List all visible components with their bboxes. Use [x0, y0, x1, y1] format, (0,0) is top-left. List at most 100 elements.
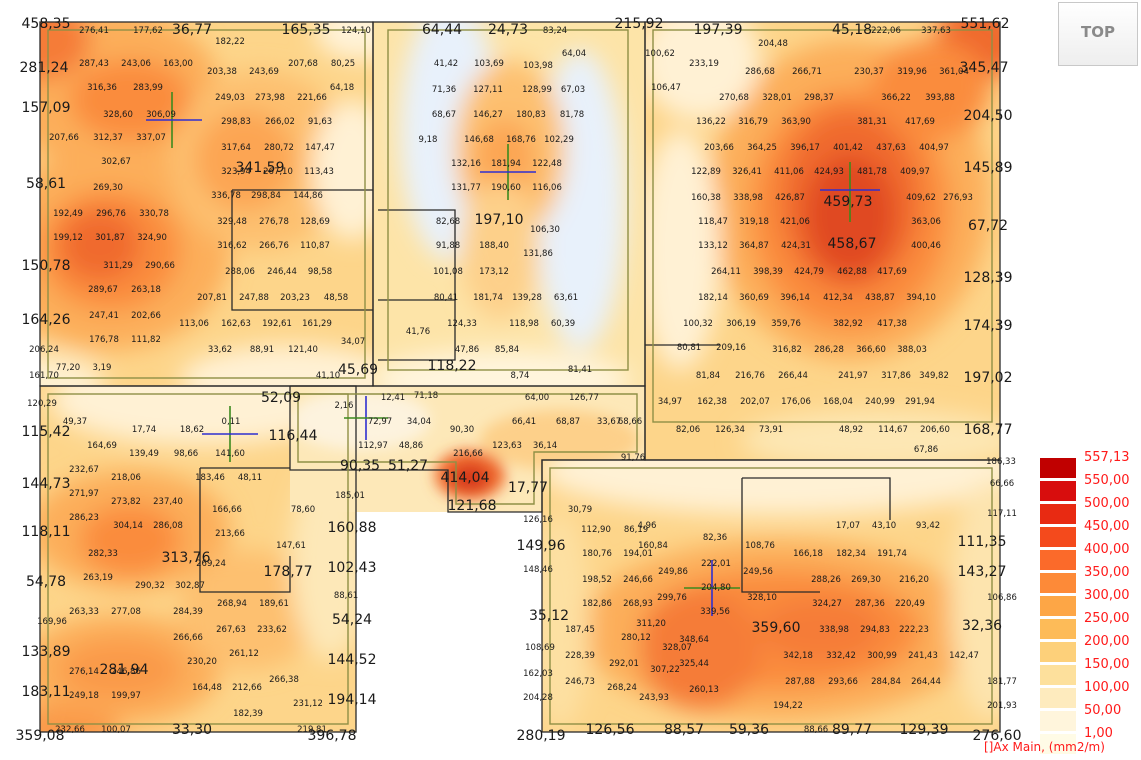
- value-label-small: 203,66: [704, 143, 734, 153]
- value-label-small: 88,66: [804, 725, 828, 735]
- value-label-small: 246,73: [565, 677, 595, 687]
- value-label-small: 180,83: [516, 110, 546, 120]
- value-label-small: 204,28: [523, 693, 553, 703]
- value-label-small: 276,93: [943, 193, 973, 203]
- value-label-small: 64,04: [562, 49, 586, 59]
- legend-label: 300,00: [1084, 588, 1130, 603]
- value-label-small: 36,14: [533, 441, 557, 451]
- legend-label: 1,00: [1084, 726, 1113, 741]
- value-label-small: 409,62: [906, 193, 936, 203]
- value-label-large: 194,14: [328, 692, 377, 708]
- value-label-small: 73,91: [759, 425, 783, 435]
- value-label-small: 481,78: [857, 167, 887, 177]
- value-label-small: 64,00: [525, 393, 549, 403]
- value-label-small: 219,81: [297, 725, 327, 735]
- value-label-small: 411,06: [774, 167, 804, 177]
- value-label-small: 293,66: [828, 677, 858, 687]
- value-label-small: 49,37: [63, 417, 87, 427]
- value-label-small: 412,34: [823, 293, 853, 303]
- value-label-small: 271,97: [69, 489, 99, 499]
- value-label-small: 128,69: [300, 217, 330, 227]
- value-label-small: 268,24: [607, 683, 637, 693]
- value-label-small: 81,41: [568, 365, 592, 375]
- value-label-small: 82,06: [676, 425, 700, 435]
- value-label-small: 326,41: [732, 167, 762, 177]
- value-label-small: 288,06: [225, 267, 255, 277]
- value-label-small: 81,78: [560, 110, 584, 120]
- value-label-small: 67,86: [914, 445, 938, 455]
- value-label-small: 68,66: [618, 417, 642, 427]
- value-label-small: 319,18: [739, 217, 769, 227]
- value-label-large: 35,12: [529, 608, 569, 624]
- value-label-small: 78,60: [291, 505, 315, 515]
- value-label-small: 121,40: [288, 345, 318, 355]
- value-label-small: 302,87: [175, 581, 205, 591]
- legend-swatch: [1040, 550, 1076, 570]
- value-label-large: 313,76: [162, 550, 211, 566]
- value-label-small: 296,76: [96, 209, 126, 219]
- value-label-small: 241,43: [908, 651, 938, 661]
- value-label-small: 287,36: [855, 599, 885, 609]
- value-label-small: 306,19: [726, 319, 756, 329]
- value-label-small: 17,74: [132, 425, 156, 435]
- value-label-small: 222,23: [899, 625, 929, 635]
- value-label-large: 32,36: [962, 618, 1002, 634]
- value-label-small: 71,36: [432, 85, 456, 95]
- value-label-small: 311,29: [103, 261, 133, 271]
- value-label-small: 247,41: [89, 311, 119, 321]
- value-label-large: 121,68: [448, 498, 497, 514]
- value-label-small: 199,12: [53, 233, 83, 243]
- value-label-small: 100,07: [101, 725, 131, 735]
- value-label-small: 34,04: [407, 417, 431, 427]
- value-label-large: 17,77: [508, 480, 548, 496]
- value-label-small: 249,03: [215, 93, 245, 103]
- value-label-small: 162,03: [523, 669, 553, 679]
- value-label-small: 338,98: [733, 193, 763, 203]
- value-label-large: 24,73: [488, 22, 528, 38]
- value-label-small: 48,92: [839, 425, 863, 435]
- value-label-small: 88,61: [334, 591, 358, 601]
- value-label-large: 174,39: [964, 318, 1013, 334]
- legend-label: 100,00: [1084, 680, 1130, 695]
- value-label-small: 192,61: [262, 319, 292, 329]
- value-label-small: 112,90: [581, 525, 611, 535]
- top-view-button[interactable]: TOP: [1058, 2, 1138, 66]
- value-label-small: 202,66: [131, 311, 161, 321]
- value-label-small: 286,68: [745, 67, 775, 77]
- value-label-small: 349,82: [919, 371, 949, 381]
- value-label-small: 243,93: [639, 693, 669, 703]
- value-label-small: 417,69: [877, 267, 907, 277]
- value-label-small: 206,24: [29, 345, 59, 355]
- value-label-small: 194,01: [623, 549, 653, 559]
- value-label-large: 115,42: [22, 424, 71, 440]
- value-label-large: 116,44: [269, 428, 318, 444]
- value-label-small: 204,80: [701, 583, 731, 593]
- value-label-small: 139,49: [129, 449, 159, 459]
- value-label-small: 311,20: [636, 619, 666, 629]
- value-label-small: 17,07: [836, 521, 860, 531]
- value-label-small: 277,08: [111, 607, 141, 617]
- value-label-large: 133,89: [22, 644, 71, 660]
- value-label-small: 316,62: [217, 241, 247, 251]
- value-label-small: 118,98: [509, 319, 539, 329]
- value-label-small: 108,76: [745, 541, 775, 551]
- value-label-large: 118,11: [22, 524, 71, 540]
- value-label-large: 54,78: [26, 574, 66, 590]
- value-label-small: 4,96: [638, 521, 657, 531]
- value-label-small: 201,93: [987, 701, 1017, 711]
- value-label-small: 182,34: [836, 549, 866, 559]
- value-label-small: 189,61: [259, 599, 289, 609]
- value-label-small: 437,63: [876, 143, 906, 153]
- value-label-large: 197,10: [475, 212, 524, 228]
- value-label-small: 264,11: [711, 267, 741, 277]
- value-label-small: 329,48: [217, 217, 247, 227]
- value-label-small: 203,23: [280, 293, 310, 303]
- value-label-small: 63,61: [554, 293, 578, 303]
- value-label-small: 181,77: [987, 677, 1017, 687]
- value-label-small: 222,01: [701, 559, 731, 569]
- value-label-small: 361,04: [939, 67, 969, 77]
- value-label-small: 160,84: [638, 541, 668, 551]
- value-label-small: 396,14: [780, 293, 810, 303]
- value-label-small: 317,86: [881, 371, 911, 381]
- legend-swatch: [1040, 527, 1076, 547]
